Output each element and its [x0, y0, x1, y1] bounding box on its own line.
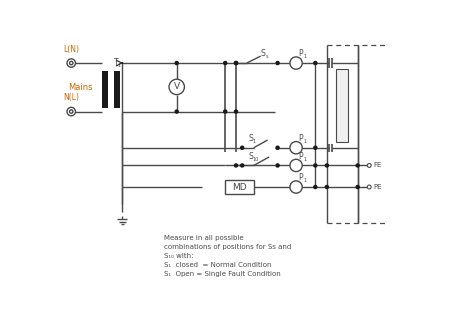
Text: Mains: Mains: [68, 83, 93, 92]
Text: N(L): N(L): [63, 93, 79, 102]
Text: Measure in all possible
combinations of positions for Ss and
S₁₀ with:
S₁  close: Measure in all possible combinations of …: [164, 235, 291, 277]
Text: s: s: [265, 54, 268, 60]
Text: 1: 1: [303, 139, 306, 144]
Text: S: S: [261, 49, 265, 58]
Bar: [113, 71, 120, 108]
Circle shape: [290, 181, 302, 193]
Text: 1: 1: [117, 63, 121, 68]
Text: 1: 1: [303, 54, 306, 60]
Circle shape: [276, 61, 279, 65]
Text: L(N): L(N): [63, 45, 79, 54]
Text: P: P: [298, 173, 303, 182]
Circle shape: [224, 110, 227, 113]
Text: 1: 1: [303, 178, 306, 183]
Circle shape: [367, 164, 371, 167]
Circle shape: [314, 146, 317, 149]
Bar: [102, 71, 108, 108]
Circle shape: [356, 164, 359, 167]
Circle shape: [290, 159, 302, 172]
Circle shape: [241, 146, 244, 149]
Bar: [336, 69, 348, 141]
Circle shape: [276, 164, 279, 167]
Circle shape: [314, 61, 317, 65]
Text: PE: PE: [373, 184, 382, 190]
Text: FE: FE: [373, 163, 382, 168]
Circle shape: [234, 61, 238, 65]
Circle shape: [234, 164, 238, 167]
Text: 1: 1: [253, 139, 256, 144]
Circle shape: [356, 186, 359, 188]
Circle shape: [224, 61, 227, 65]
Text: P: P: [298, 49, 303, 58]
Text: P: P: [298, 151, 303, 161]
Circle shape: [169, 79, 184, 95]
Text: T: T: [114, 58, 119, 67]
Circle shape: [234, 61, 238, 65]
Circle shape: [290, 141, 302, 154]
Bar: [225, 180, 255, 194]
Text: V: V: [174, 83, 180, 92]
Circle shape: [241, 164, 244, 167]
Text: 10: 10: [253, 157, 259, 162]
Circle shape: [325, 186, 328, 188]
Circle shape: [175, 110, 178, 113]
Circle shape: [290, 57, 302, 69]
Circle shape: [234, 110, 238, 113]
Text: 1: 1: [303, 157, 306, 162]
Circle shape: [367, 185, 371, 189]
Text: S: S: [248, 134, 253, 143]
Circle shape: [314, 164, 317, 167]
Circle shape: [175, 61, 178, 65]
Text: P: P: [298, 134, 303, 143]
Circle shape: [325, 164, 328, 167]
Circle shape: [314, 186, 317, 188]
Text: S: S: [248, 151, 253, 161]
Text: MD: MD: [233, 182, 247, 191]
Circle shape: [276, 146, 279, 149]
